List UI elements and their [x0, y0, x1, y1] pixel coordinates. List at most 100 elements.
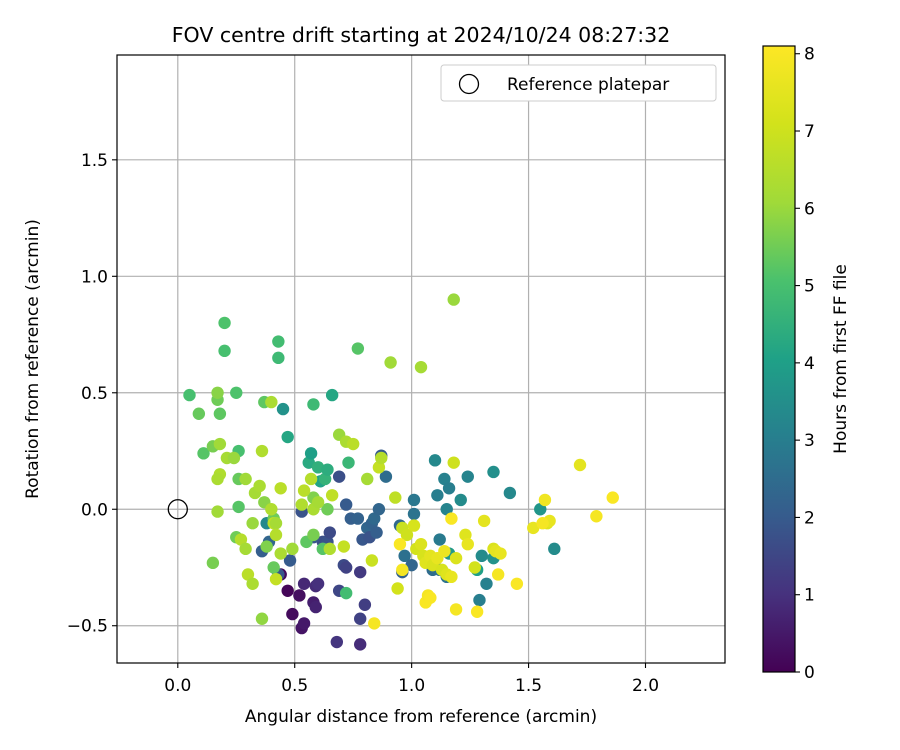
- data-point: [370, 526, 383, 539]
- data-point: [438, 544, 451, 558]
- colorbar-ticks: 0 1 2 3 4 5 6 7 8: [795, 45, 815, 683]
- data-point: [269, 528, 283, 542]
- colorbar-tick-label: 1: [804, 586, 815, 606]
- data-point: [318, 472, 332, 486]
- data-point: [414, 360, 428, 374]
- data-point: [491, 568, 505, 581]
- data-point: [218, 344, 231, 358]
- data-point: [468, 561, 481, 574]
- data-point: [351, 512, 365, 525]
- x-axis-label: Angular distance from reference (arcmin): [245, 707, 597, 727]
- data-point: [239, 472, 252, 486]
- data-point: [438, 472, 451, 486]
- data-point: [281, 430, 294, 444]
- y-axis-ticks: −0.5 0.0 0.5 1.0 1.5: [67, 151, 117, 637]
- x-tick-label: 0.5: [281, 676, 308, 696]
- data-point: [295, 498, 308, 511]
- data-point: [396, 563, 409, 577]
- data-point: [267, 561, 280, 574]
- colorbar-tick-label: 8: [804, 45, 815, 65]
- legend-marker-open-circle: [458, 73, 480, 95]
- data-point: [407, 493, 421, 507]
- data-points: [183, 293, 619, 651]
- data-point: [342, 456, 355, 469]
- data-point: [379, 470, 393, 483]
- data-point: [590, 510, 603, 523]
- x-axis-ticks: 0.0 0.5 1.0 1.5 2.0: [164, 663, 659, 696]
- data-point: [368, 512, 381, 525]
- data-point: [433, 533, 446, 546]
- data-point: [213, 437, 227, 451]
- data-point: [274, 547, 287, 560]
- y-tick-label: 1.5: [81, 151, 108, 171]
- data-point: [211, 472, 224, 486]
- data-point: [510, 577, 524, 590]
- data-point: [461, 537, 474, 551]
- colorbar-label: Hours from first FF file: [831, 264, 851, 454]
- data-point: [487, 465, 500, 479]
- data-point: [325, 489, 339, 502]
- colorbar-gradient: [762, 45, 796, 673]
- data-point: [475, 549, 488, 563]
- data-point: [230, 386, 243, 399]
- data-point: [239, 542, 252, 556]
- data-point: [372, 461, 386, 474]
- data-point: [477, 514, 491, 528]
- data-point: [407, 519, 421, 532]
- colorbar-tick-label: 5: [804, 277, 815, 297]
- data-point: [269, 572, 283, 586]
- data-point: [260, 540, 273, 553]
- colorbar: 0 1 2 3 4 5 6 7 8 Hours from first FF file: [762, 45, 851, 683]
- data-point: [309, 600, 322, 614]
- data-point: [459, 528, 472, 542]
- data-point: [365, 554, 379, 567]
- data-point: [424, 591, 437, 604]
- data-point: [339, 586, 353, 600]
- data-point: [339, 561, 353, 574]
- data-point: [192, 407, 206, 420]
- data-point: [234, 533, 248, 546]
- data-point: [372, 503, 386, 516]
- data-point: [442, 482, 456, 495]
- data-point: [538, 493, 552, 507]
- data-point: [431, 489, 444, 502]
- data-point: [206, 556, 220, 570]
- plot-frame: [116, 54, 726, 664]
- data-point: [227, 451, 241, 465]
- x-tick-label: 1.0: [398, 676, 425, 696]
- data-point: [398, 549, 411, 563]
- data-point: [368, 617, 381, 630]
- data-point: [218, 316, 231, 330]
- colorbar-tick-label: 0: [804, 663, 815, 683]
- data-point: [311, 496, 325, 509]
- data-point: [461, 470, 474, 483]
- data-point: [321, 463, 334, 476]
- data-point: [307, 398, 320, 411]
- data-point: [241, 568, 255, 581]
- data-point: [246, 517, 259, 530]
- data-point: [272, 351, 285, 365]
- data-point: [339, 498, 353, 511]
- data-point: [197, 447, 210, 460]
- y-tick-label: 0.5: [81, 384, 108, 404]
- colorbar-tick-label: 7: [804, 122, 815, 142]
- colorbar-tick-label: 4: [804, 354, 815, 374]
- data-point: [307, 528, 320, 542]
- data-point: [255, 612, 269, 625]
- data-point: [351, 342, 365, 355]
- data-point: [265, 395, 278, 409]
- legend: Reference platepar: [440, 64, 717, 102]
- data-point: [337, 540, 351, 553]
- data-point: [211, 505, 224, 518]
- data-point: [346, 437, 360, 451]
- chart-title: FOV centre drift starting at 2024/10/24 …: [172, 23, 671, 47]
- data-point: [302, 456, 315, 469]
- x-tick-label: 0.0: [164, 676, 191, 696]
- data-point: [405, 558, 418, 572]
- data-point: [470, 605, 484, 618]
- data-point: [293, 589, 306, 602]
- data-point: [536, 517, 549, 530]
- data-point: [269, 517, 283, 530]
- data-point: [400, 528, 414, 542]
- data-point: [449, 551, 463, 565]
